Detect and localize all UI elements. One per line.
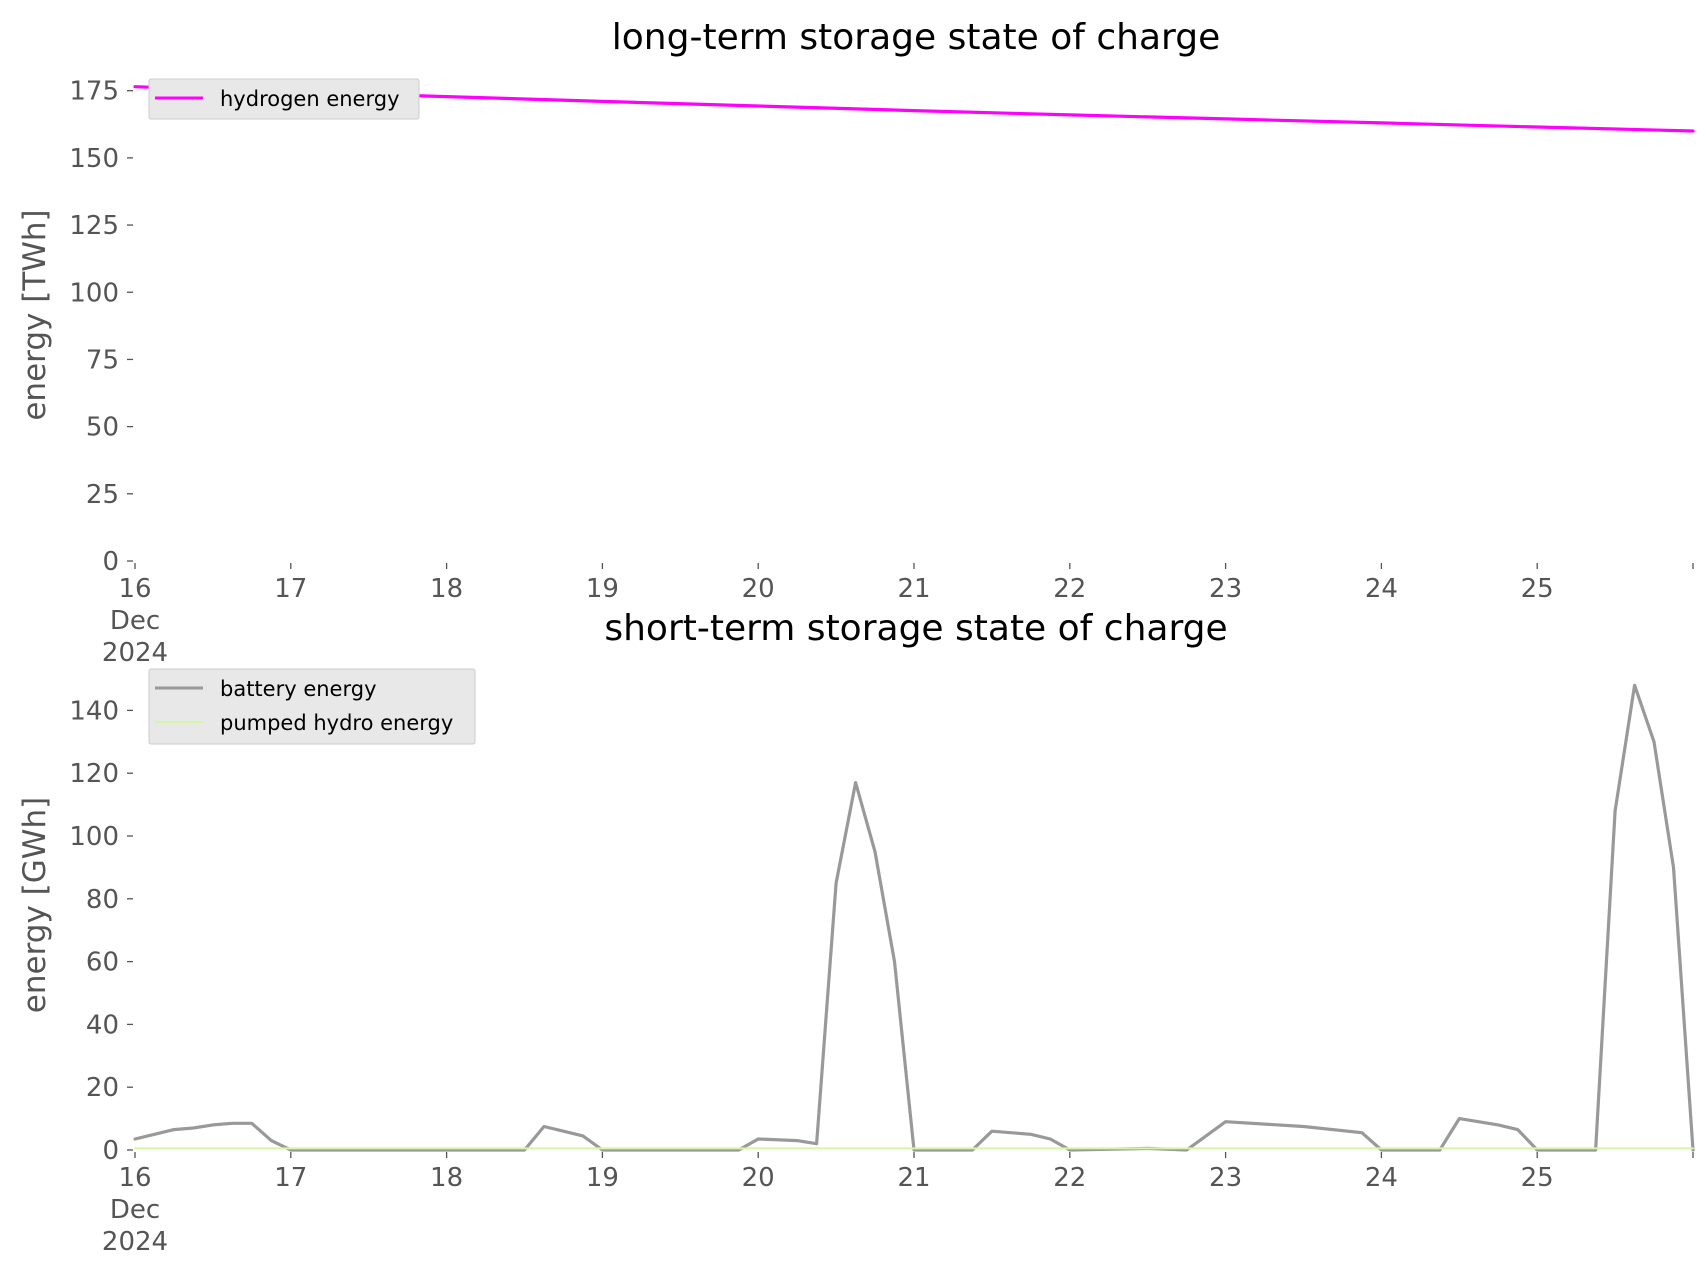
short-term-y-tick-label: 140 — [69, 696, 119, 726]
long-term-x-tick-label: 17 — [274, 574, 307, 604]
short-term-y-tick-label: 0 — [102, 1136, 119, 1166]
short-term-storage-panel: short-term storage state of charge energ… — [17, 608, 1695, 1257]
short-term-legend-box — [148, 668, 476, 745]
legend-label-hydrogen-energy: hydrogen energy — [220, 87, 400, 111]
legend-label-battery-energy: battery energy — [220, 677, 377, 701]
short-term-x-tick-label: 24 — [1365, 1163, 1398, 1193]
short-term-x-tick-label: 21 — [897, 1163, 930, 1193]
short-term-y-tick-label: 60 — [86, 948, 119, 978]
long-term-x-tick-label: 22 — [1053, 574, 1086, 604]
long-term-x-tick-label: 25 — [1521, 574, 1554, 604]
series-line-battery-energy — [133, 683, 1695, 1152]
short-term-x-tick-label: 19 — [586, 1163, 619, 1193]
long-term-y-tick-label: 50 — [86, 413, 119, 443]
short-term-x-tick-label: 18 — [430, 1163, 463, 1193]
short-term-y-tick-label: 80 — [86, 885, 119, 915]
long-term-legend: hydrogen energy — [148, 78, 420, 120]
short-term-x-tick-label: 20 — [742, 1163, 775, 1193]
long-term-y-tick-label: 175 — [69, 77, 119, 107]
short-term-x-tick-label: 25 — [1521, 1163, 1554, 1193]
long-term-x-tick-label: 20 — [742, 574, 775, 604]
long-term-x-tick-label: 18 — [430, 574, 463, 604]
long-term-x-tick-label: 16 — [118, 574, 151, 604]
legend-label-pumped-hydro-energy: pumped hydro energy — [220, 711, 453, 735]
long-term-y-tick-label: 150 — [69, 144, 119, 174]
short-term-x-tick-label: 16 — [118, 1163, 151, 1193]
long-term-y-tick-label: 75 — [86, 345, 119, 375]
long-term-chart-title: long-term storage state of charge — [612, 17, 1220, 58]
long-term-x-tick-label: 21 — [897, 574, 930, 604]
short-term-y-tick-label: 40 — [86, 1010, 119, 1040]
long-term-y-tick-label: 125 — [69, 211, 119, 241]
short-term-y-tick-label: 20 — [86, 1073, 119, 1103]
long-term-x-tick-label: 19 — [586, 574, 619, 604]
long-term-y-tick-label: 25 — [86, 480, 119, 510]
long-term-y-axis-label: energy [TWh] — [17, 209, 53, 420]
short-term-y-tick-label: 120 — [69, 759, 119, 789]
short-term-chart-title: short-term storage state of charge — [604, 608, 1227, 649]
short-term-legend: battery energy pumped hydro energy — [148, 668, 476, 745]
short-term-x-tick-date-label: 2024 — [102, 1227, 168, 1257]
long-term-x-tick-label: 24 — [1365, 574, 1398, 604]
long-term-y-tick-label: 100 — [69, 278, 119, 308]
long-term-storage-panel: long-term storage state of charge energy… — [17, 17, 1695, 668]
short-term-x-tick-label: 17 — [274, 1163, 307, 1193]
short-term-y-axis-label: energy [GWh] — [17, 797, 53, 1013]
short-term-series-layer — [133, 683, 1695, 1152]
long-term-y-tick-label: 0 — [102, 547, 119, 577]
short-term-x-tick-label: 23 — [1209, 1163, 1242, 1193]
long-term-x-tick-date-label: 2024 — [102, 638, 168, 668]
long-term-x-tick-date-label: Dec — [110, 606, 160, 636]
long-term-x-tick-label: 23 — [1209, 574, 1242, 604]
short-term-x-tick-label: 22 — [1053, 1163, 1086, 1193]
long-term-legend-box — [148, 78, 420, 120]
short-term-y-tick-label: 100 — [69, 822, 119, 852]
short-term-x-tick-date-label: Dec — [110, 1195, 160, 1225]
